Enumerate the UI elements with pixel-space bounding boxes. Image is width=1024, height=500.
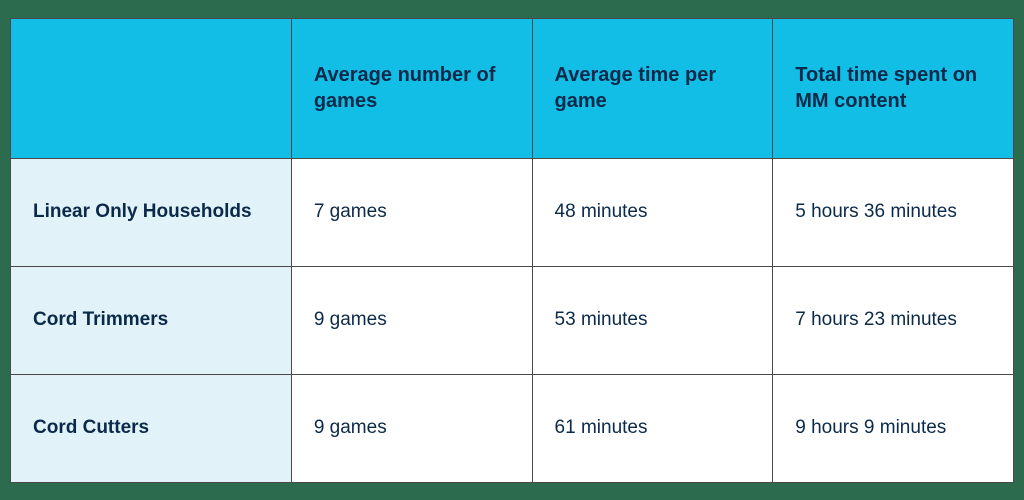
table-row: Cord Cutters 9 games 61 minutes 9 hours …: [11, 374, 1014, 482]
table-row: Linear Only Households 7 games 48 minute…: [11, 158, 1014, 266]
row-label: Linear Only Households: [11, 158, 292, 266]
cell-avg-games: 9 games: [291, 374, 532, 482]
cell-total-time: 9 hours 9 minutes: [773, 374, 1014, 482]
cell-total-time: 7 hours 23 minutes: [773, 266, 1014, 374]
data-table: Average number of games Average time per…: [10, 18, 1014, 483]
cell-total-time: 5 hours 36 minutes: [773, 158, 1014, 266]
row-label: Cord Trimmers: [11, 266, 292, 374]
cell-avg-games: 7 games: [291, 158, 532, 266]
table-row: Cord Trimmers 9 games 53 minutes 7 hours…: [11, 266, 1014, 374]
cell-avg-time: 48 minutes: [532, 158, 773, 266]
header-avg-games: Average number of games: [291, 18, 532, 158]
data-table-wrapper: Average number of games Average time per…: [10, 18, 1014, 483]
header-avg-time: Average time per game: [532, 18, 773, 158]
header-total-time: Total time spent on MM content: [773, 18, 1014, 158]
cell-avg-games: 9 games: [291, 266, 532, 374]
header-empty: [11, 18, 292, 158]
row-label: Cord Cutters: [11, 374, 292, 482]
cell-avg-time: 53 minutes: [532, 266, 773, 374]
table-header-row: Average number of games Average time per…: [11, 18, 1014, 158]
cell-avg-time: 61 minutes: [532, 374, 773, 482]
